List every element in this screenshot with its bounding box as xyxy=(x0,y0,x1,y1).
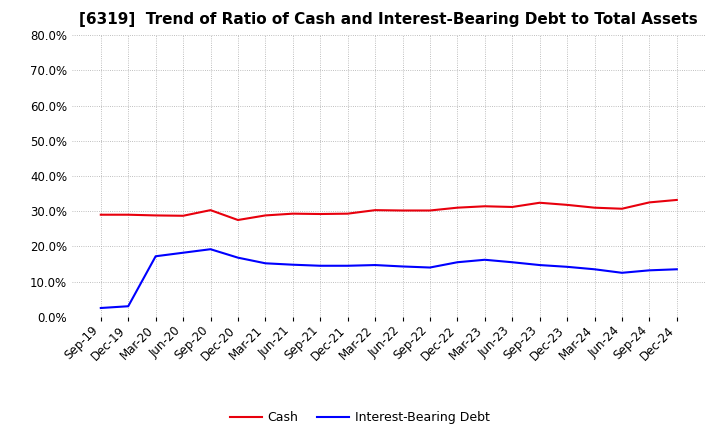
Interest-Bearing Debt xyxy=(453,260,462,265)
Interest-Bearing Debt xyxy=(261,260,270,266)
Cash xyxy=(179,213,187,218)
Line: Cash: Cash xyxy=(101,200,677,220)
Cash xyxy=(426,208,434,213)
Title: [6319]  Trend of Ratio of Cash and Interest-Bearing Debt to Total Assets: [6319] Trend of Ratio of Cash and Intere… xyxy=(79,12,698,27)
Cash xyxy=(672,197,681,202)
Interest-Bearing Debt xyxy=(563,264,572,269)
Cash xyxy=(96,212,105,217)
Cash xyxy=(618,206,626,211)
Interest-Bearing Debt xyxy=(233,255,242,260)
Cash xyxy=(480,204,489,209)
Interest-Bearing Debt xyxy=(645,268,654,273)
Cash xyxy=(398,208,407,213)
Interest-Bearing Debt xyxy=(480,257,489,262)
Interest-Bearing Debt xyxy=(316,263,325,268)
Interest-Bearing Debt xyxy=(206,246,215,252)
Cash xyxy=(536,200,544,205)
Line: Interest-Bearing Debt: Interest-Bearing Debt xyxy=(101,249,677,308)
Interest-Bearing Debt xyxy=(96,305,105,311)
Interest-Bearing Debt xyxy=(426,265,434,270)
Cash xyxy=(316,211,325,216)
Cash xyxy=(371,208,379,213)
Cash xyxy=(563,202,572,208)
Cash xyxy=(233,217,242,223)
Interest-Bearing Debt xyxy=(371,262,379,268)
Cash xyxy=(289,211,297,216)
Interest-Bearing Debt xyxy=(179,250,187,255)
Cash xyxy=(124,212,132,217)
Interest-Bearing Debt xyxy=(672,267,681,272)
Cash xyxy=(590,205,599,210)
Interest-Bearing Debt xyxy=(289,262,297,268)
Cash xyxy=(645,200,654,205)
Cash xyxy=(343,211,352,216)
Cash xyxy=(261,213,270,218)
Interest-Bearing Debt xyxy=(343,263,352,268)
Interest-Bearing Debt xyxy=(124,304,132,309)
Interest-Bearing Debt xyxy=(398,264,407,269)
Interest-Bearing Debt xyxy=(536,262,544,268)
Interest-Bearing Debt xyxy=(508,260,516,265)
Cash xyxy=(453,205,462,210)
Interest-Bearing Debt xyxy=(590,267,599,272)
Cash xyxy=(151,213,160,218)
Cash xyxy=(206,208,215,213)
Legend: Cash, Interest-Bearing Debt: Cash, Interest-Bearing Debt xyxy=(225,407,495,429)
Interest-Bearing Debt xyxy=(151,253,160,259)
Cash xyxy=(508,204,516,209)
Interest-Bearing Debt xyxy=(618,270,626,275)
